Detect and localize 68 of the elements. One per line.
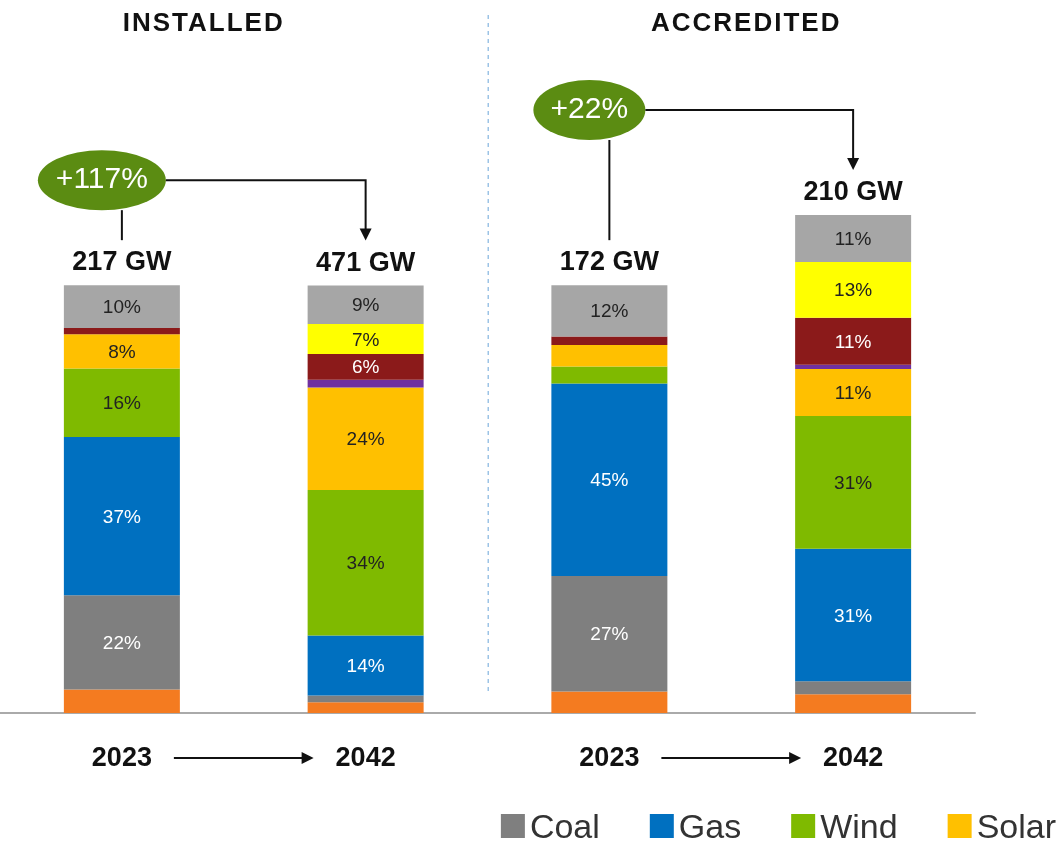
- data-label: 16%: [102, 392, 141, 414]
- bar: [307, 490, 424, 636]
- legend-label: Solar: [976, 807, 1056, 845]
- bar: [307, 635, 424, 696]
- data-label: 13%: [834, 279, 873, 301]
- text: +22%: [550, 90, 629, 124]
- data-label: 12%: [590, 300, 629, 322]
- bar: [307, 354, 424, 380]
- data-label: 37%: [102, 505, 141, 527]
- bar: [795, 694, 912, 713]
- data-label: 22%: [102, 631, 141, 653]
- bar: [551, 336, 668, 346]
- data-label: 11%: [834, 228, 872, 250]
- text: +117%: [55, 161, 148, 195]
- bar: [63, 334, 180, 369]
- data-label: 11%: [834, 382, 872, 404]
- bar: [795, 416, 912, 549]
- data-label: 45%: [590, 469, 629, 491]
- bar: [63, 437, 180, 596]
- bar: [795, 681, 912, 695]
- bar: [551, 576, 668, 692]
- annotation: 217 GW: [72, 246, 172, 277]
- bar: [551, 285, 668, 337]
- text: ACCREDITED: [651, 6, 842, 37]
- data-label: 31%: [834, 471, 873, 493]
- bar: [307, 379, 424, 388]
- data-label: 7%: [351, 328, 380, 350]
- legend-label: Coal: [529, 807, 600, 845]
- legend-label: Wind: [820, 807, 898, 845]
- data-label: 31%: [834, 604, 873, 626]
- bar: [795, 369, 912, 417]
- bar: [307, 695, 424, 703]
- bar: [307, 387, 424, 491]
- data-label: 14%: [346, 655, 385, 677]
- legend-label: Gas: [678, 807, 742, 845]
- bar: [63, 689, 180, 713]
- bar: [307, 702, 424, 713]
- data-label: 10%: [102, 296, 141, 318]
- bar: [795, 215, 912, 263]
- bar: [551, 383, 668, 577]
- data-label: 34%: [346, 552, 385, 574]
- bar: [63, 368, 180, 438]
- data-label: 6%: [351, 356, 380, 378]
- data-label: 9%: [351, 294, 380, 316]
- bar: [795, 364, 912, 370]
- data-label: 8%: [108, 340, 136, 362]
- bar: [795, 262, 912, 318]
- x-tick-label: 2042: [823, 741, 884, 772]
- bar: [795, 317, 912, 365]
- bar: [63, 595, 180, 690]
- text: INSTALLED: [122, 6, 285, 37]
- bar: [551, 691, 668, 713]
- text: 210 GW: [803, 176, 904, 207]
- bar: [551, 345, 668, 367]
- x-tick-label: 2023: [579, 741, 640, 772]
- data-label: 27%: [590, 623, 629, 645]
- bar: [551, 366, 668, 384]
- bar: [63, 327, 180, 335]
- x-tick-label: 2042: [335, 741, 396, 772]
- bar: [795, 548, 912, 682]
- bar: [307, 285, 424, 325]
- bar: [307, 324, 424, 355]
- x-tick-label: 2023: [91, 741, 152, 772]
- bar: [63, 285, 180, 328]
- annotation: 471 GW: [316, 246, 416, 277]
- annotation: 172 GW: [559, 246, 660, 277]
- data-label: 24%: [346, 428, 385, 450]
- data-label: 11%: [834, 330, 872, 352]
